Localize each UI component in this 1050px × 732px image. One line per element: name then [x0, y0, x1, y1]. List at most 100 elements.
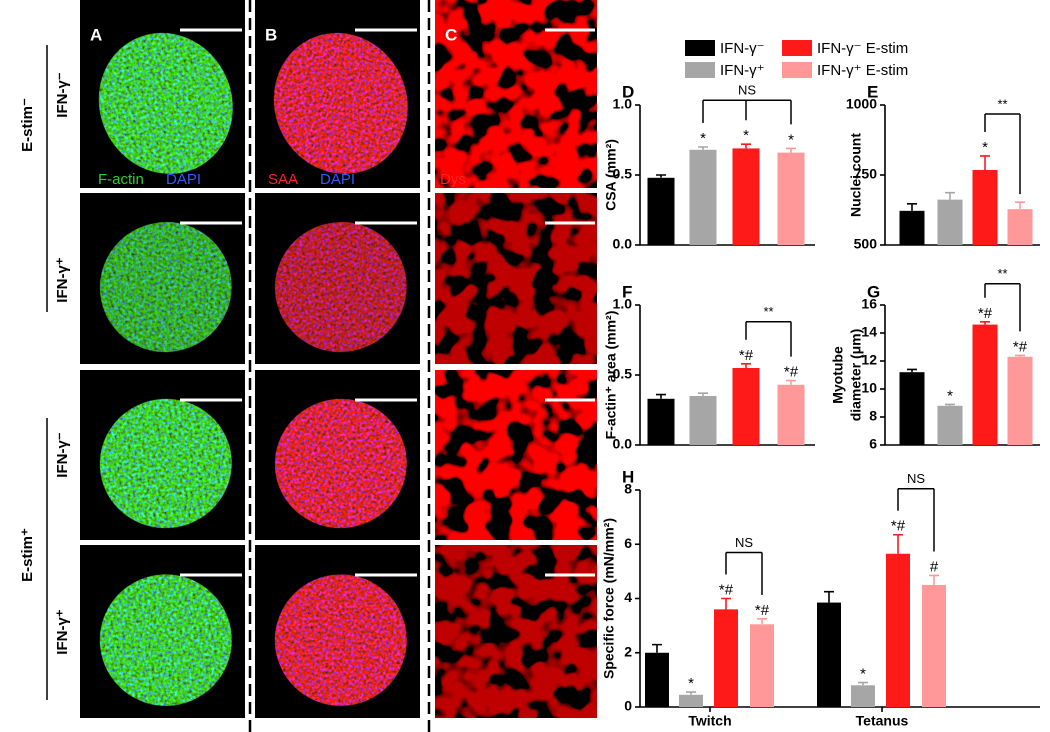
significance-mark: *# — [978, 305, 993, 322]
error-bar — [698, 392, 708, 396]
legend-swatch — [782, 62, 812, 78]
y-axis-label: Nuclei count — [848, 133, 864, 217]
error-bar — [656, 174, 666, 178]
significance-label: NS — [738, 83, 756, 98]
bar — [645, 652, 669, 707]
y-tick-label: 0.5 — [613, 166, 633, 182]
bar — [899, 210, 925, 245]
tissue-section — [99, 221, 232, 353]
stain-label: DAPI — [320, 171, 355, 188]
bar — [972, 169, 998, 245]
significance-bracket — [702, 99, 792, 125]
y-tick-label: 0.0 — [613, 436, 633, 452]
row-group-label: E-stim⁻ — [19, 98, 36, 152]
y-tick-label: 8 — [869, 408, 877, 424]
row-label: IFN-γ⁺ — [54, 609, 71, 655]
stain-label: F-actin — [98, 171, 144, 188]
bar — [689, 396, 717, 445]
bar — [647, 177, 675, 245]
y-tick-label: 500 — [854, 236, 878, 252]
significance-bracket — [725, 551, 763, 595]
y-tick-label: 750 — [854, 166, 878, 182]
y-tick-label: 1.0 — [613, 96, 633, 112]
bar — [851, 685, 875, 707]
significance-mark: * — [860, 666, 866, 683]
error-bar — [929, 574, 939, 585]
bar — [777, 152, 805, 245]
error-bar — [907, 203, 917, 211]
row-group-label: E-stim⁺ — [19, 528, 36, 582]
x-tick-label: Tetanus — [856, 713, 909, 729]
significance-bracket — [897, 488, 935, 552]
legend-label: IFN-γ⁺ — [720, 62, 765, 79]
bar — [679, 694, 703, 707]
legend-swatch — [685, 62, 715, 78]
significance-mark: *# — [891, 518, 906, 535]
y-tick-label: 0.0 — [613, 236, 633, 252]
y-axis-label: CSA (mm²) — [603, 139, 619, 211]
significance-label: NS — [907, 471, 925, 486]
error-bar — [858, 681, 868, 686]
charts: IFN-γ⁻ IFN-γ⁺ IFN-γ⁻ E-stim IFN-γ⁺ E-stim 0.… — [601, 40, 1040, 729]
error-bar — [893, 533, 903, 554]
panel-letter: G — [867, 282, 880, 301]
significance-mark: * — [788, 131, 794, 148]
tissue-section — [98, 32, 233, 174]
y-tick-label: 16 — [861, 296, 877, 312]
dystrophin-stain — [435, 545, 597, 718]
panel-letter: H — [622, 467, 634, 486]
significance-mark: *# — [755, 602, 770, 619]
row-label: IFN-γ⁻ — [54, 432, 71, 478]
x-tick-label: Twitch — [688, 713, 731, 729]
significance-mark: * — [947, 387, 953, 404]
panel-letter: B — [265, 25, 277, 44]
bar — [750, 624, 774, 707]
tissue-section — [273, 32, 408, 174]
error-bar — [757, 618, 767, 625]
y-tick-label: 1.0 — [613, 296, 633, 312]
tissue-section — [274, 574, 407, 706]
y-tick-label: 1000 — [846, 96, 877, 112]
bar — [937, 405, 963, 445]
legend-swatch — [685, 40, 715, 56]
error-bar — [698, 146, 708, 150]
legend-label: IFN-γ⁻ E-stim — [817, 40, 908, 57]
error-bar — [1015, 201, 1025, 210]
bar — [647, 398, 675, 445]
tissue-section — [274, 221, 407, 353]
y-tick-label: 8 — [624, 481, 632, 497]
dystrophin-stain — [435, 193, 597, 364]
significance-bracket — [984, 283, 1021, 332]
bar — [1007, 356, 1033, 445]
error-bar — [980, 321, 990, 325]
bar — [922, 584, 946, 707]
row-label: IFN-γ⁺ — [54, 257, 71, 303]
bar — [972, 324, 998, 445]
panel-letter: E — [867, 82, 878, 101]
y-axis-label: Specific force (mN/mm²) — [601, 518, 617, 679]
y-tick-label: 10 — [861, 380, 877, 396]
legend-label: IFN-γ⁺ E-stim — [817, 62, 908, 79]
panel-letter: F — [622, 282, 632, 301]
significance-label: NS — [735, 535, 753, 550]
row-label: IFN-γ⁻ — [54, 72, 71, 118]
micrographs: A B C E-stim⁻ E-stim⁺ IFN-γ⁻ IFN-γ⁺ IFN-γ⁻ IFN-γ… — [19, 0, 597, 732]
bar — [817, 602, 841, 707]
y-tick-label: 0 — [624, 698, 632, 714]
stain-label: Dys — [440, 171, 466, 188]
error-bar — [907, 368, 917, 373]
significance-mark: *# — [784, 364, 799, 381]
significance-bracket — [984, 113, 1021, 195]
bar — [732, 148, 760, 245]
bar — [689, 149, 717, 245]
y-tick-label: 6 — [624, 535, 632, 551]
tissue-section — [99, 574, 232, 706]
y-axis-label: diameter (μm) — [848, 329, 864, 422]
y-tick-label: 2 — [624, 643, 632, 659]
bar — [732, 368, 760, 445]
error-bar — [786, 147, 796, 153]
significance-mark: * — [743, 127, 749, 144]
dystrophin-stain — [435, 0, 597, 188]
significance-label: ** — [997, 266, 1007, 281]
y-tick-label: 0.5 — [613, 366, 633, 382]
